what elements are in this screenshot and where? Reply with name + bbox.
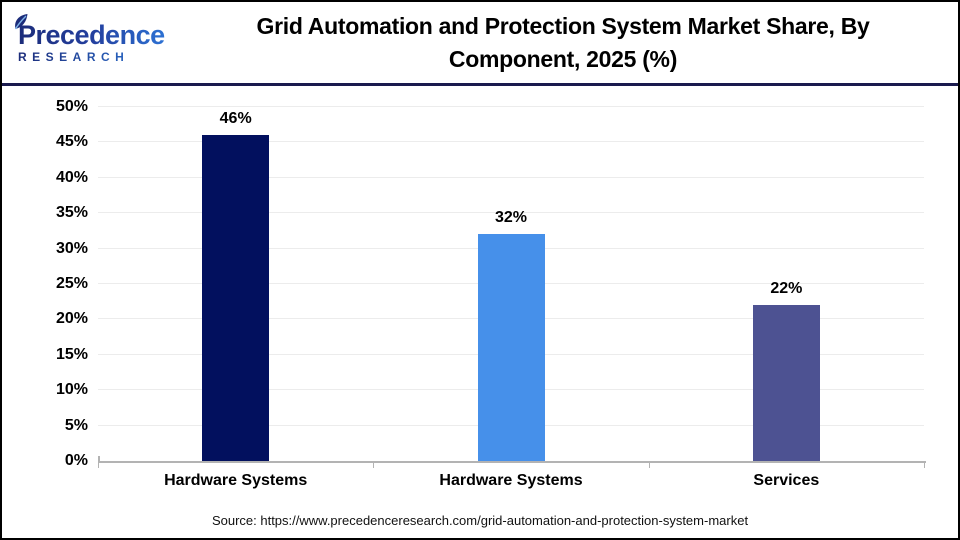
gridline-35	[98, 212, 924, 214]
bar-1	[202, 135, 270, 461]
y-axis-tick-label: 0%	[64, 452, 88, 469]
x-axis-category-label-2: Hardware Systems	[439, 472, 583, 489]
x-axis-boundary-tick	[373, 463, 375, 468]
x-axis-line	[98, 461, 926, 463]
y-axis-tick-label: 40%	[55, 168, 88, 186]
y-axis-tick-label: 50%	[55, 98, 88, 115]
source-text: Source: https://www.precedenceresearch.c…	[211, 513, 749, 528]
header: Precedence RESEARCH Grid Automation and …	[2, 2, 958, 86]
y-axis-tick-label: 45%	[55, 133, 88, 151]
bar-3	[752, 305, 820, 461]
page-title: Grid Automation and Protection System Ma…	[182, 10, 958, 75]
y-axis-tick-label: 10%	[55, 381, 88, 399]
page-title-line1: Grid Automation and Protection System Ma…	[256, 12, 870, 39]
gridline-45	[98, 141, 924, 143]
bar-2	[477, 234, 545, 461]
y-axis-tick-label: 20%	[55, 310, 88, 328]
y-axis-tick-label: 35%	[55, 204, 88, 222]
y-axis-tick-label: 25%	[55, 275, 88, 292]
x-axis-category-label-3: Services	[753, 472, 820, 489]
bar-value-label-3: 22%	[770, 280, 803, 298]
x-axis-left-cap	[98, 456, 100, 462]
y-axis-tick-label: 5%	[64, 416, 88, 434]
logo-subtitle-text: RESEARCH	[18, 50, 182, 64]
x-axis-category-label-1: Hardware Systems	[164, 472, 308, 489]
y-axis-tick-label: 30%	[55, 239, 88, 257]
plot-area: 46% 32% 22%	[98, 106, 924, 461]
logo-leaf-icon	[14, 13, 28, 30]
chart-area: 46% 32% 22% 0% 5% 10% 15% 20% 25% 30% 35% 40% 45% 50…	[2, 86, 958, 506]
gridline-40	[98, 176, 924, 178]
bar-value-label-1: 46%	[219, 110, 252, 128]
bar-value-label-2: 32%	[494, 209, 528, 227]
x-axis-boundary-tick	[648, 463, 650, 468]
logo-brand-text: Precedence	[18, 20, 182, 49]
x-axis-boundary-tick	[924, 463, 925, 468]
x-axis-boundary-tick	[98, 463, 99, 468]
page-title-line2: Component, 2025 (%)	[448, 45, 678, 72]
gridline-50	[98, 106, 924, 107]
logo: Precedence RESEARCH	[2, 13, 182, 64]
y-axis-tick-label: 15%	[55, 345, 88, 363]
